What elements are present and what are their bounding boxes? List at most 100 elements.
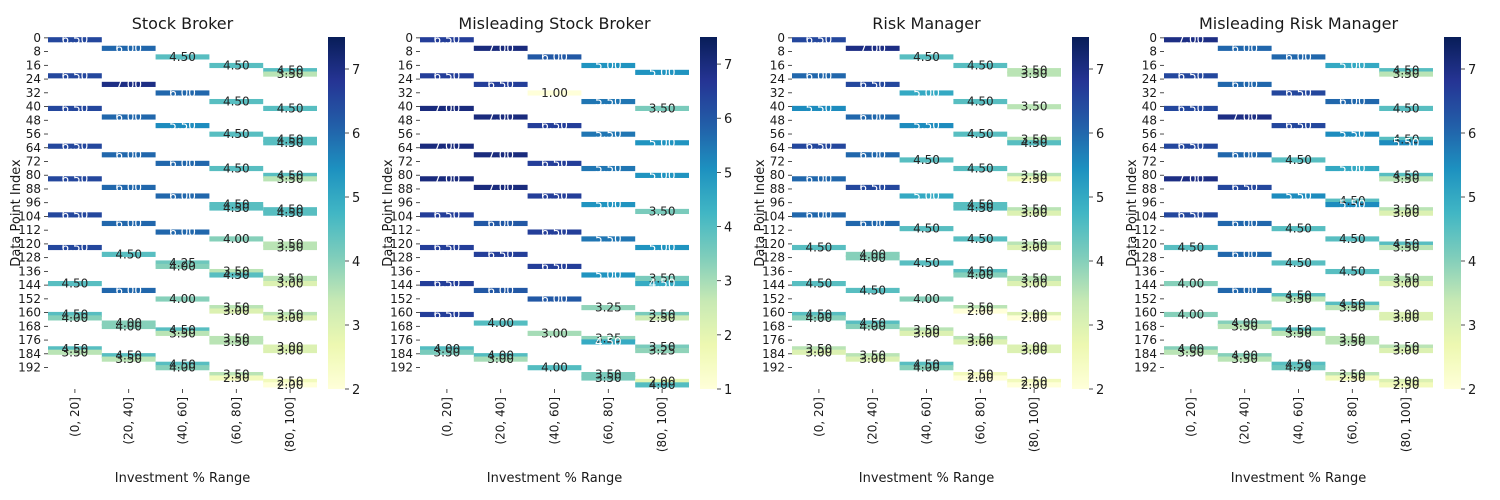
colorbar: [328, 37, 345, 389]
colorbar-tick-label: 1: [724, 383, 732, 398]
y-tick-label: 176: [1134, 333, 1157, 347]
x-tick-label: (0, 20]: [812, 397, 826, 437]
y-tick-label: 136: [390, 264, 413, 278]
cell-value-label: 6.50: [62, 139, 89, 153]
cell-value-label: 4.50: [1393, 64, 1420, 78]
cell-value-label: 4.50: [115, 349, 142, 363]
colorbar: [1444, 37, 1461, 389]
cell-value-label: 4.50: [223, 201, 250, 215]
x-tick-label: (60, 80]: [973, 397, 987, 445]
heatmap-cell: [155, 260, 210, 266]
cell-value-label: 3.00: [1393, 277, 1420, 291]
heatmap-cell: [581, 236, 636, 242]
heatmap-cell: [899, 330, 954, 336]
y-tick-label: 0: [1149, 31, 1157, 45]
y-tick-label: 32: [26, 86, 41, 100]
heatmap-cell: [1164, 176, 1218, 182]
colorbar-tick-label: 6: [352, 127, 360, 142]
cell-value-label: 6.00: [169, 225, 196, 239]
x-tick-label: (60, 80]: [229, 397, 243, 445]
y-tick-label: 104: [390, 209, 413, 223]
cell-value-label: 4.50: [169, 323, 196, 337]
heatmap-cell: [420, 244, 474, 251]
y-tick-label: 192: [18, 361, 41, 375]
cell-value-label: 4.50: [913, 50, 940, 64]
cell-value-label: 3.50: [1393, 271, 1420, 285]
cell-value-label: 5.50: [1339, 127, 1366, 141]
y-tick-label: 136: [1134, 264, 1157, 278]
cell-value-label: 3.25: [649, 344, 676, 358]
cell-value-label: 5.00: [649, 136, 676, 150]
colorbar-tick-label: 4: [352, 255, 360, 270]
heatmap-cell: [263, 241, 317, 247]
y-tick-label: 176: [390, 333, 413, 347]
cell-value-label: 5.00: [595, 59, 622, 73]
y-tick-label: 16: [770, 58, 785, 72]
colorbar: [700, 37, 717, 389]
cell-value-label: 3.50: [1021, 100, 1048, 114]
cell-value-label: 6.00: [1339, 95, 1366, 109]
cell-value-label: 6.00: [806, 172, 833, 186]
y-tick-label: 8: [405, 45, 413, 59]
heatmap-cell: [1217, 353, 1272, 359]
cell-value-label: 4.50: [277, 203, 304, 217]
heatmap-cell: [473, 152, 528, 158]
heatmap-cell: [48, 315, 102, 321]
heatmap-cell: [420, 311, 474, 318]
cell-value-label: 7.00: [434, 139, 461, 153]
cell-value-label: 2.50: [649, 311, 676, 325]
cell-value-label: 7.00: [115, 77, 142, 91]
cell-value-label: 3.50: [1178, 345, 1205, 359]
heatmap-cell: [473, 81, 528, 87]
heatmap-cell: [473, 45, 528, 51]
cell-value-label: 6.00: [541, 292, 568, 306]
y-tick-label: 40: [1142, 100, 1157, 114]
y-tick-label: 184: [762, 347, 785, 361]
heatmap-cell: [527, 263, 582, 269]
y-tick-label: 168: [1134, 319, 1157, 333]
cell-value-label: 6.50: [541, 189, 568, 203]
heatmap-cell: [635, 275, 689, 281]
heatmap-cell: [420, 349, 474, 355]
cell-value-label: 3.50: [1339, 335, 1366, 349]
cell-value-label: 2.00: [1021, 311, 1048, 325]
y-tick-label: 8: [777, 45, 785, 59]
panel-title: Misleading Risk Manager: [1199, 14, 1398, 33]
cell-value-label: 5.00: [1339, 162, 1366, 176]
heatmap-cell: [1217, 220, 1272, 227]
heatmap-panel: Stock Broker 6.50 6.50 6.50 6.50 6.50 6.50 6.50…: [9, 14, 360, 486]
cell-value-label: 3.50: [1021, 64, 1048, 78]
cell-value-label: 5.50: [1339, 198, 1366, 212]
y-tick-label: 64: [1142, 141, 1157, 155]
cell-value-label: 3.50: [1231, 319, 1258, 333]
cell-value-label: 4.50: [277, 132, 304, 146]
heatmap-cell: [420, 212, 474, 218]
heatmap-cell: [953, 375, 1008, 381]
colorbar-tick-label: 6: [724, 112, 732, 127]
colorbar-tick-label: 3: [724, 275, 732, 290]
heatmap-cell: [1217, 320, 1272, 326]
cell-value-label: 3.50: [223, 368, 250, 382]
heatmap-cell: [1271, 365, 1326, 371]
colorbar-tick-label: 4: [1468, 255, 1476, 270]
y-tick-label: 96: [398, 196, 413, 210]
cell-value-label: 7.00: [1231, 110, 1258, 124]
cell-value-label: 3.50: [1393, 203, 1420, 217]
cell-value-label: 7.00: [1178, 33, 1205, 47]
heatmap-panel: Misleading Stock Broker6.506.507.007.007…: [381, 14, 732, 486]
heatmap-cell: [899, 361, 954, 367]
heatmap-cell: [263, 71, 317, 77]
x-tick-label: (20, 40]: [494, 397, 508, 445]
cell-value-label: 3.00: [1021, 344, 1048, 358]
heatmap-cell: [899, 327, 954, 333]
heatmap-cell: [48, 212, 102, 218]
heatmap-cell: [209, 62, 264, 69]
cell-value-label: 4.50: [967, 201, 994, 215]
y-tick-label: 24: [26, 72, 41, 86]
cell-value-label: 6.50: [1285, 119, 1312, 133]
cell-value-label: 4.50: [1339, 265, 1366, 279]
colorbar-tick-label: 3: [1468, 319, 1476, 334]
heatmap-cell: [473, 353, 528, 359]
heatmap-cell: [635, 315, 689, 321]
cell-value-label: 3.50: [913, 323, 940, 337]
